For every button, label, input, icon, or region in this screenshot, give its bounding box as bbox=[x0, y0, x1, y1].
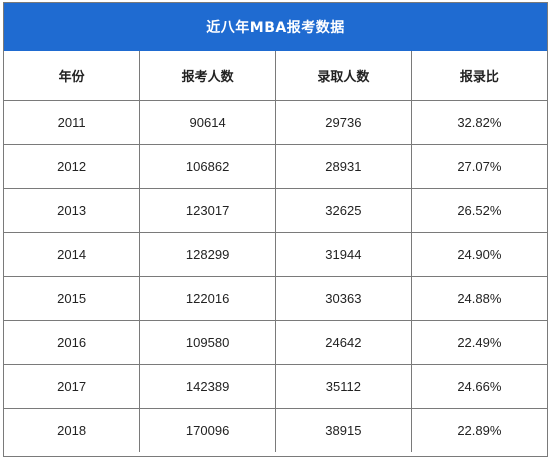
cell-applicants: 128299 bbox=[139, 232, 276, 277]
table-row: 2015 122016 30363 24.88% bbox=[4, 276, 547, 321]
cell-year: 2018 bbox=[4, 408, 141, 452]
cell-applicants: 122016 bbox=[139, 276, 276, 321]
cell-year: 2011 bbox=[4, 100, 141, 145]
column-header-admitted: 录取人数 bbox=[275, 51, 412, 101]
cell-applicants: 142389 bbox=[139, 364, 276, 409]
cell-admitted: 38915 bbox=[275, 408, 412, 452]
cell-applicants: 109580 bbox=[139, 320, 276, 365]
cell-admitted: 35112 bbox=[275, 364, 412, 409]
column-header-applicants: 报考人数 bbox=[139, 51, 276, 101]
cell-admitted: 30363 bbox=[275, 276, 412, 321]
cell-ratio: 27.07% bbox=[410, 144, 547, 189]
cell-year: 2014 bbox=[4, 232, 141, 277]
cell-admitted: 31944 bbox=[275, 232, 412, 277]
cell-admitted: 32625 bbox=[275, 188, 412, 233]
cell-year: 2016 bbox=[4, 320, 141, 365]
table-row: 2011 90614 29736 32.82% bbox=[4, 100, 547, 145]
cell-ratio: 32.82% bbox=[410, 100, 547, 145]
table-row: 2016 109580 24642 22.49% bbox=[4, 320, 547, 365]
cell-ratio: 24.90% bbox=[410, 232, 547, 277]
column-header-ratio: 报录比 bbox=[410, 51, 547, 101]
cell-admitted: 28931 bbox=[275, 144, 412, 189]
header-row: 年份 报考人数 录取人数 报录比 bbox=[4, 51, 547, 101]
mba-data-table: 近八年MBA报考数据 年份 报考人数 录取人数 报录比 2011 90614 2… bbox=[3, 2, 548, 457]
cell-year: 2017 bbox=[4, 364, 141, 409]
cell-admitted: 29736 bbox=[275, 100, 412, 145]
table-title: 近八年MBA报考数据 bbox=[4, 3, 547, 51]
cell-applicants: 106862 bbox=[139, 144, 276, 189]
cell-applicants: 123017 bbox=[139, 188, 276, 233]
cell-applicants: 90614 bbox=[139, 100, 276, 145]
cell-applicants: 170096 bbox=[139, 408, 276, 452]
cell-ratio: 22.49% bbox=[410, 320, 547, 365]
cell-ratio: 24.88% bbox=[410, 276, 547, 321]
table-row: 2017 142389 35112 24.66% bbox=[4, 364, 547, 409]
cell-admitted: 24642 bbox=[275, 320, 412, 365]
table-row: 2018 170096 38915 22.89% bbox=[4, 408, 547, 452]
cell-year: 2013 bbox=[4, 188, 141, 233]
column-header-year: 年份 bbox=[4, 51, 141, 101]
data-grid: 年份 报考人数 录取人数 报录比 2011 90614 29736 32.82%… bbox=[4, 51, 547, 452]
cell-year: 2015 bbox=[4, 276, 141, 321]
cell-year: 2012 bbox=[4, 144, 141, 189]
table-row: 2012 106862 28931 27.07% bbox=[4, 144, 547, 189]
table-row: 2013 123017 32625 26.52% bbox=[4, 188, 547, 233]
table-row: 2014 128299 31944 24.90% bbox=[4, 232, 547, 277]
cell-ratio: 24.66% bbox=[410, 364, 547, 409]
cell-ratio: 22.89% bbox=[410, 408, 547, 452]
cell-ratio: 26.52% bbox=[410, 188, 547, 233]
